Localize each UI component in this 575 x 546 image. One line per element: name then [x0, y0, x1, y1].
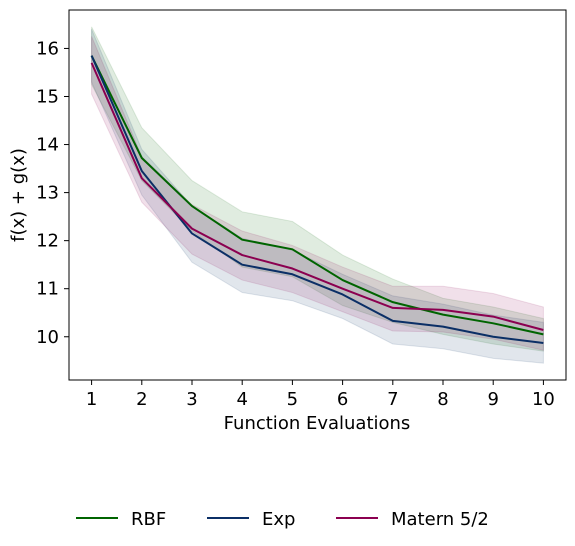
- series-lines: [90, 55, 544, 344]
- y-tick-label: 13: [36, 183, 59, 204]
- y-tick-label: 12: [36, 231, 59, 252]
- x-tick-label: 4: [236, 389, 247, 410]
- x-tick-label: 10: [532, 389, 555, 410]
- series-line-rbf: [90, 55, 544, 336]
- y-axis-ticks: 10 11 12 13 14 15 16: [36, 38, 69, 348]
- legend-label-exp: Exp: [262, 509, 295, 530]
- x-tick-label: 1: [86, 389, 97, 410]
- legend: RBF Exp Matern 5/2: [76, 509, 489, 530]
- x-axis-title: Function Evaluations: [224, 413, 411, 434]
- x-tick-label: 2: [136, 389, 147, 410]
- x-tick-label: 7: [387, 389, 398, 410]
- y-tick-label: 15: [36, 86, 59, 107]
- x-tick-label: 6: [337, 389, 348, 410]
- y-tick-label: 16: [36, 38, 59, 59]
- y-tick-label: 10: [36, 327, 59, 348]
- series-line-matern-5-2: [90, 62, 544, 331]
- x-tick-label: 9: [487, 389, 498, 410]
- y-axis-title: f(x) + g(x): [8, 148, 29, 242]
- x-tick-label: 8: [437, 389, 448, 410]
- legend-label-rbf: RBF: [131, 509, 166, 530]
- y-tick-label: 11: [36, 279, 59, 300]
- y-tick-label: 14: [36, 135, 59, 156]
- x-tick-label: 3: [186, 389, 197, 410]
- x-axis-ticks: 1 2 3 4 5 6 7 8 9 10: [86, 380, 555, 410]
- x-tick-label: 5: [287, 389, 298, 410]
- plot-area-frame: [68, 9, 567, 381]
- legend-label-matern-5-2: Matern 5/2: [391, 509, 489, 530]
